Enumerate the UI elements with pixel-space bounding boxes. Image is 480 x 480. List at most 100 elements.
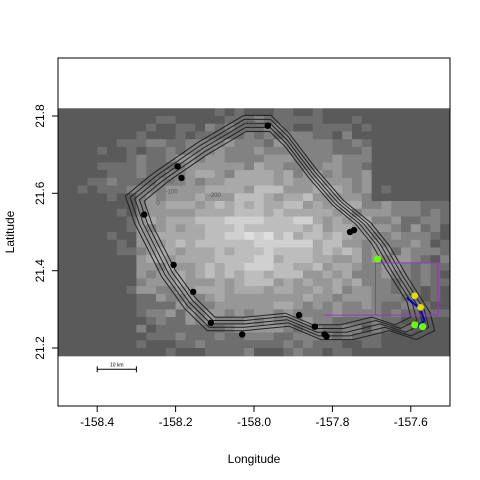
raster-cell <box>205 193 216 202</box>
raster-cell <box>391 193 402 202</box>
raster-cell <box>126 154 137 163</box>
raster-cell <box>116 193 128 202</box>
raster-cell <box>410 146 422 156</box>
raster-cell <box>254 286 265 295</box>
raster-cell <box>361 123 373 133</box>
raster-cell <box>312 232 324 241</box>
raster-cell <box>107 193 118 202</box>
raster-cell <box>58 309 69 318</box>
raster-cell <box>244 348 255 357</box>
raster-cell <box>263 154 275 163</box>
raster-cell <box>58 116 69 125</box>
raster-cell <box>77 270 88 279</box>
raster-cell <box>352 278 363 287</box>
raster-cell <box>175 139 186 148</box>
raster-cell <box>263 139 275 148</box>
raster-cell <box>165 162 177 171</box>
raster-cell <box>410 193 422 202</box>
raster-cell <box>401 216 412 225</box>
raster-cell <box>116 301 128 310</box>
raster-cell <box>254 177 265 187</box>
raster-cell <box>332 239 343 249</box>
raster-cell <box>67 185 79 194</box>
raster-cell <box>440 185 450 194</box>
raster-cell <box>224 332 235 341</box>
raster-cell <box>116 123 128 133</box>
raster-cell <box>126 286 137 295</box>
raster-cell <box>58 162 69 171</box>
raster-cell <box>175 108 186 117</box>
raster-cell <box>391 348 402 357</box>
raster-cell <box>195 332 206 341</box>
raster-cell <box>381 108 392 117</box>
raster-cell <box>97 262 108 272</box>
raster-cell <box>107 177 118 187</box>
raster-cell <box>440 309 450 318</box>
raster-cell <box>234 232 245 241</box>
raster-cell <box>352 286 363 295</box>
raster-cell <box>430 324 441 334</box>
raster-cell <box>352 216 363 225</box>
raster-cell <box>205 154 216 163</box>
raster-cell <box>303 232 314 241</box>
raster-cell <box>58 348 69 357</box>
raster-cell <box>303 309 314 318</box>
raster-cell <box>263 116 275 125</box>
raster-cell <box>136 293 147 303</box>
raster-cell <box>77 324 88 334</box>
raster-cell <box>116 232 128 241</box>
raster-cell <box>342 262 353 272</box>
raster-cell <box>175 301 186 310</box>
raster-cell <box>283 278 294 287</box>
raster-cell <box>352 224 363 233</box>
y-tick-label: 21.4 <box>33 259 47 283</box>
raster-cell <box>283 255 294 264</box>
raster-cell <box>430 270 441 279</box>
contour-label: -100 <box>166 189 179 195</box>
raster-cell <box>273 108 284 117</box>
raster-cell <box>156 185 167 194</box>
raster-cell <box>77 154 88 163</box>
raster-cell <box>224 146 235 156</box>
raster-cell <box>224 293 235 303</box>
raster-cell <box>67 270 79 279</box>
raster-cell <box>381 208 392 218</box>
raster-cell <box>254 131 265 140</box>
raster-cell <box>224 255 235 264</box>
raster-cell <box>126 216 137 225</box>
raster-cell <box>352 262 363 272</box>
raster-cell <box>136 262 147 272</box>
raster-cell <box>303 270 314 279</box>
raster-cell <box>430 340 441 349</box>
raster-cell <box>342 224 353 233</box>
raster-cell <box>116 177 128 187</box>
raster-cell <box>254 301 265 310</box>
raster-cell <box>283 201 294 210</box>
y-axis-label: Latitude <box>3 210 17 253</box>
raster-cell <box>107 278 118 287</box>
raster-cell <box>136 348 147 357</box>
raster-cell <box>77 286 88 295</box>
raster-cell <box>87 286 98 295</box>
raster-cell <box>322 232 333 241</box>
raster-cell <box>420 247 431 256</box>
raster-cell <box>342 185 353 194</box>
raster-cell <box>420 309 431 318</box>
raster-cell <box>67 255 79 264</box>
raster-cell <box>146 193 157 202</box>
raster-cell <box>273 247 284 256</box>
raster-cell <box>410 324 422 334</box>
raster-cell <box>361 216 373 225</box>
raster-cell <box>283 162 294 171</box>
raster-cell <box>332 247 343 256</box>
raster-cell <box>175 324 186 334</box>
raster-cell <box>214 170 226 179</box>
raster-cell <box>156 154 167 163</box>
raster-cell <box>77 239 88 249</box>
raster-cell <box>410 340 422 349</box>
raster-cell <box>283 193 294 202</box>
raster-cell <box>224 201 235 210</box>
green-point <box>373 255 382 263</box>
raster-cell <box>342 340 353 349</box>
raster-cell <box>77 185 88 194</box>
